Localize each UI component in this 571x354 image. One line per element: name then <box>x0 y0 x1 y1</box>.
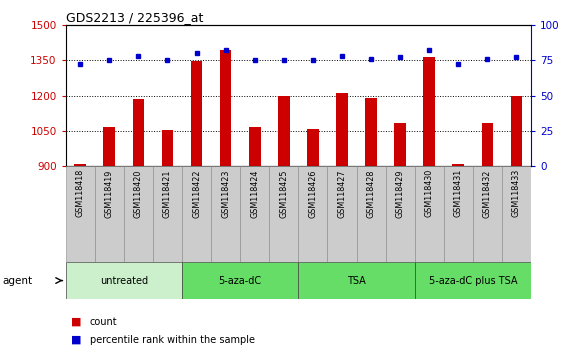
Text: GSM118433: GSM118433 <box>512 169 521 217</box>
Bar <box>95 166 124 262</box>
Text: GSM118428: GSM118428 <box>367 169 376 218</box>
Bar <box>153 166 182 262</box>
Bar <box>385 166 415 262</box>
Bar <box>270 166 298 262</box>
Text: GSM118424: GSM118424 <box>250 169 259 218</box>
Text: GSM118425: GSM118425 <box>279 169 288 218</box>
Bar <box>510 96 522 166</box>
Text: GSM118429: GSM118429 <box>396 169 405 218</box>
Bar <box>66 166 95 262</box>
Bar <box>356 166 385 262</box>
Bar <box>211 166 240 262</box>
Bar <box>395 123 406 166</box>
Bar <box>249 127 260 166</box>
Bar <box>66 262 182 299</box>
Bar <box>415 166 444 262</box>
Bar <box>162 130 173 166</box>
Bar <box>278 96 289 166</box>
Bar <box>481 123 493 166</box>
Text: GSM118422: GSM118422 <box>192 169 201 218</box>
Bar <box>473 166 502 262</box>
Text: GSM118427: GSM118427 <box>337 169 347 218</box>
Text: GSM118421: GSM118421 <box>163 169 172 218</box>
Bar <box>327 166 356 262</box>
Text: agent: agent <box>3 275 33 286</box>
Text: 5-aza-dC: 5-aza-dC <box>219 275 262 286</box>
Bar <box>124 166 153 262</box>
Text: GSM118419: GSM118419 <box>105 169 114 218</box>
Bar <box>103 127 115 166</box>
Bar <box>132 99 144 166</box>
Text: untreated: untreated <box>100 275 148 286</box>
Text: GSM118423: GSM118423 <box>221 169 230 218</box>
Text: 5-aza-dC plus TSA: 5-aza-dC plus TSA <box>429 275 517 286</box>
Bar <box>298 262 415 299</box>
Text: count: count <box>90 317 117 327</box>
Bar <box>220 50 231 166</box>
Bar <box>298 166 327 262</box>
Bar <box>365 98 377 166</box>
Text: GSM118431: GSM118431 <box>454 169 463 217</box>
Bar <box>182 166 211 262</box>
Text: ■: ■ <box>71 335 82 345</box>
Bar <box>307 129 319 166</box>
Text: GSM118430: GSM118430 <box>425 169 434 217</box>
Text: ■: ■ <box>71 317 82 327</box>
Text: percentile rank within the sample: percentile rank within the sample <box>90 335 255 345</box>
Text: GDS2213 / 225396_at: GDS2213 / 225396_at <box>66 11 203 24</box>
Bar <box>444 166 473 262</box>
Bar <box>240 166 270 262</box>
Bar <box>182 262 298 299</box>
Text: GSM118418: GSM118418 <box>76 169 85 217</box>
Bar <box>74 164 86 166</box>
Bar <box>336 93 348 166</box>
Bar <box>452 164 464 166</box>
Bar <box>191 61 202 166</box>
Text: GSM118426: GSM118426 <box>308 169 317 218</box>
Bar <box>502 166 531 262</box>
Text: TSA: TSA <box>347 275 366 286</box>
Bar <box>424 57 435 166</box>
Bar <box>415 262 531 299</box>
Text: GSM118432: GSM118432 <box>483 169 492 218</box>
Text: GSM118420: GSM118420 <box>134 169 143 218</box>
